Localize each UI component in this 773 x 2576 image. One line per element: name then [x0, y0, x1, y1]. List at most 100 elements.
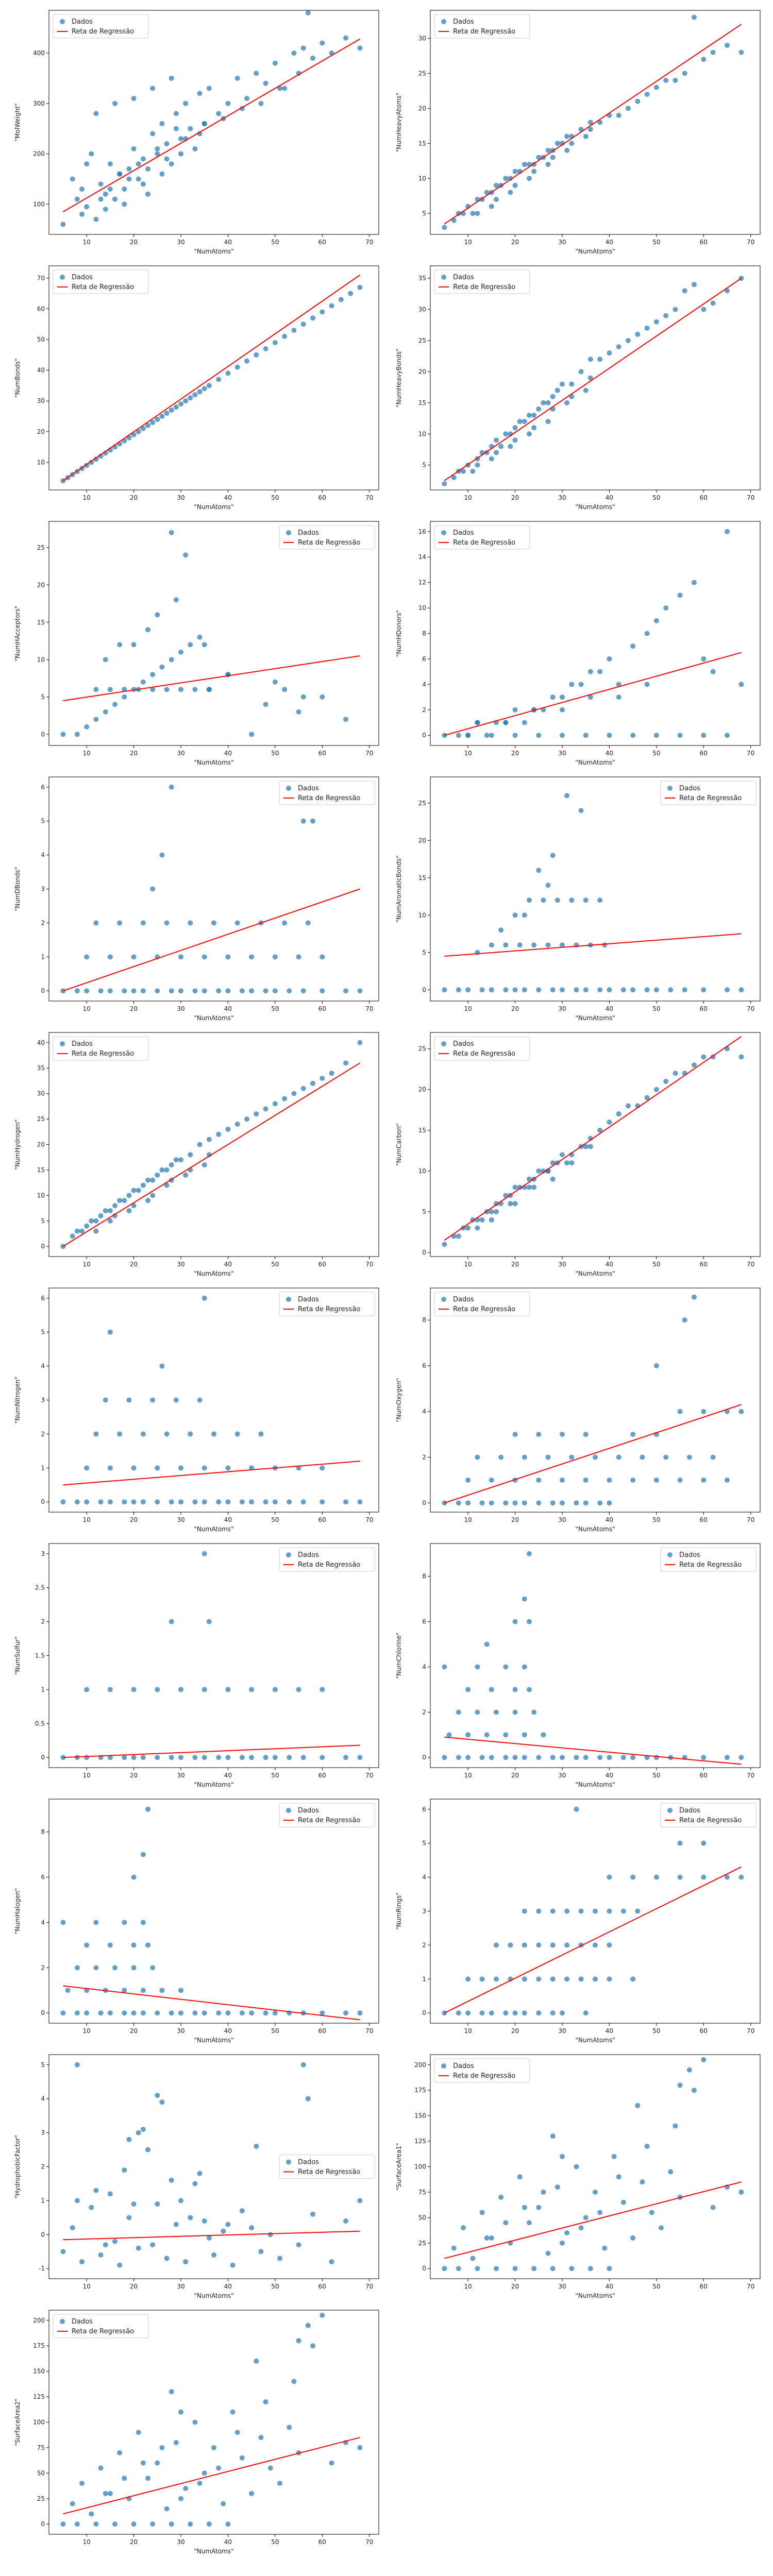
y-tick-label: 0	[41, 1243, 45, 1250]
data-point	[122, 1499, 127, 1505]
y-tick-label: 2	[422, 706, 426, 714]
data-point	[320, 1499, 325, 1505]
data-point	[60, 2249, 66, 2255]
x-tick-label: 20	[511, 239, 519, 246]
data-point	[60, 1920, 66, 1925]
data-point	[616, 1454, 621, 1460]
x-tick-label: 50	[652, 494, 660, 501]
x-tick-label: 40	[224, 2027, 232, 2035]
data-point	[216, 2465, 222, 2471]
data-point	[103, 1208, 108, 1214]
data-point	[725, 1874, 730, 1880]
data-point	[84, 1499, 90, 1505]
data-point	[653, 618, 659, 623]
data-point	[272, 1687, 278, 1692]
x-axis-label: "NumAtoms"	[575, 1781, 615, 1788]
data-point	[692, 14, 697, 20]
x-tick-label: 10	[83, 239, 91, 246]
data-point	[635, 1908, 641, 1914]
data-point	[249, 954, 255, 960]
chart-svg: 10 20 30 40 50 60 70 0 25 50 75 100 125 150 175 200 "Num…	[395, 2054, 761, 2299]
data-point	[291, 2379, 297, 2384]
data-point	[150, 886, 156, 892]
data-point	[560, 942, 565, 948]
data-point	[234, 920, 240, 926]
data-point	[291, 1091, 297, 1096]
legend-box	[434, 14, 530, 39]
data-point	[169, 1755, 174, 1760]
data-point	[117, 920, 123, 926]
x-tick-label: 10	[83, 2027, 91, 2035]
y-axis-label: "NumHDonors"	[395, 610, 402, 657]
data-point	[169, 2389, 174, 2395]
x-tick-label: 50	[271, 750, 279, 757]
data-point	[320, 309, 325, 315]
data-point	[560, 694, 565, 700]
x-tick-label: 10	[83, 1772, 91, 1779]
legend-line-label: Reta de Regressão	[453, 283, 515, 291]
data-point	[107, 687, 113, 692]
y-tick-label: 0	[422, 986, 426, 993]
y-tick-label: 50	[37, 2469, 45, 2477]
data-point	[178, 687, 183, 692]
data-point	[140, 1182, 146, 1188]
x-tick-label: 30	[558, 239, 566, 246]
data-point	[93, 1228, 99, 1234]
y-tick-label: 50	[418, 2214, 426, 2221]
x-axis-label: "NumAtoms"	[575, 759, 615, 766]
data-point	[258, 1431, 264, 1437]
legend-line-label: Reta de Regressão	[298, 2168, 360, 2176]
data-point	[164, 411, 170, 416]
legend-point-marker	[667, 1808, 673, 1813]
data-point	[300, 988, 306, 994]
data-point	[536, 1432, 542, 1437]
y-tick-label: 2	[41, 2163, 45, 2171]
data-point	[74, 1965, 80, 1971]
x-tick-label: 20	[511, 1261, 519, 1268]
data-point	[677, 1874, 683, 1880]
x-tick-label: 50	[652, 1005, 660, 1012]
data-point	[84, 954, 90, 960]
y-tick-label: 0	[422, 1499, 426, 1506]
data-point	[461, 2225, 466, 2231]
y-tick-label: 6	[422, 1618, 426, 1625]
data-point	[305, 10, 311, 15]
y-tick-label: 0	[422, 732, 426, 739]
data-point	[145, 1942, 150, 1948]
x-axis-label: "NumAtoms"	[194, 2548, 233, 2555]
data-point	[320, 40, 325, 46]
data-point	[206, 1619, 212, 1624]
x-tick-label: 30	[558, 2283, 566, 2290]
data-point	[456, 987, 461, 993]
data-point	[126, 1397, 132, 1403]
data-point	[272, 1499, 278, 1505]
legend-box	[279, 1803, 375, 1827]
y-tick-label: 25	[37, 1115, 45, 1123]
y-tick-label: 15	[418, 874, 426, 882]
data-point	[192, 146, 198, 151]
data-point	[197, 2481, 203, 2486]
data-point	[536, 2010, 542, 2016]
data-points	[60, 10, 363, 227]
legend-points-label: Dados	[298, 1807, 319, 1815]
data-point	[272, 60, 278, 66]
data-point	[512, 1432, 518, 1437]
x-tick-label: 20	[511, 2027, 519, 2035]
data-point	[498, 444, 504, 449]
data-point	[178, 1988, 183, 1993]
legend-line-label: Reta de Regressão	[453, 539, 515, 547]
y-tick-label: 2	[422, 1453, 426, 1461]
data-point	[494, 1209, 499, 1214]
data-point	[117, 1198, 123, 1204]
y-tick-label: 1.5	[35, 1652, 45, 1659]
data-point	[607, 1908, 612, 1914]
data-point	[593, 1942, 598, 1948]
data-point	[531, 168, 537, 174]
data-point	[216, 111, 222, 116]
data-point	[216, 988, 222, 994]
y-axis-label: "SurfaceArea2"	[14, 2398, 21, 2446]
plot-area	[48, 521, 379, 746]
data-point	[225, 1499, 231, 1505]
data-point	[221, 2501, 226, 2506]
data-point	[263, 988, 268, 994]
